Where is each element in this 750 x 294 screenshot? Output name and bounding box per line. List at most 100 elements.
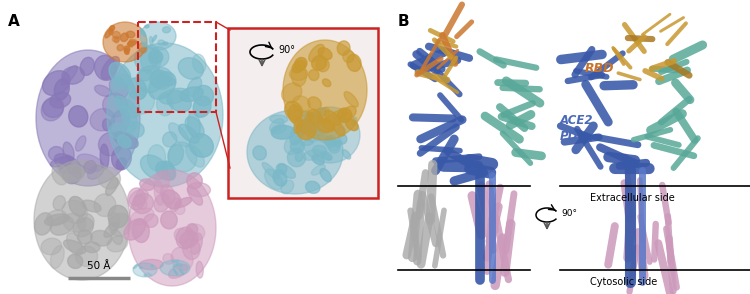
Ellipse shape [110, 110, 130, 136]
Ellipse shape [169, 264, 188, 278]
Ellipse shape [310, 129, 321, 136]
Ellipse shape [298, 115, 307, 134]
Ellipse shape [164, 42, 168, 45]
Ellipse shape [328, 110, 347, 121]
Ellipse shape [114, 132, 138, 148]
Ellipse shape [154, 171, 170, 193]
Ellipse shape [325, 136, 337, 147]
Ellipse shape [64, 240, 86, 254]
Ellipse shape [296, 119, 316, 140]
Ellipse shape [41, 238, 62, 255]
Ellipse shape [130, 208, 154, 225]
Ellipse shape [62, 66, 85, 84]
Ellipse shape [180, 87, 203, 102]
Ellipse shape [281, 180, 294, 194]
Ellipse shape [308, 135, 316, 142]
Ellipse shape [156, 162, 175, 180]
Ellipse shape [137, 70, 152, 81]
Ellipse shape [180, 231, 198, 248]
Ellipse shape [304, 112, 320, 123]
Ellipse shape [178, 124, 199, 143]
Ellipse shape [175, 204, 185, 215]
Ellipse shape [139, 260, 164, 270]
Ellipse shape [140, 155, 167, 179]
Ellipse shape [69, 196, 86, 216]
Ellipse shape [190, 233, 202, 254]
Ellipse shape [128, 41, 133, 47]
Ellipse shape [313, 131, 319, 141]
Ellipse shape [140, 179, 154, 191]
Ellipse shape [109, 29, 113, 35]
Ellipse shape [311, 165, 326, 175]
Ellipse shape [84, 161, 97, 173]
Ellipse shape [140, 22, 176, 50]
Ellipse shape [188, 186, 202, 205]
Ellipse shape [139, 43, 147, 53]
Ellipse shape [107, 43, 223, 187]
Ellipse shape [112, 31, 120, 39]
Ellipse shape [50, 245, 64, 268]
Ellipse shape [346, 119, 358, 131]
Ellipse shape [160, 184, 175, 204]
Ellipse shape [98, 133, 122, 156]
Ellipse shape [134, 47, 159, 71]
Ellipse shape [36, 50, 140, 186]
Bar [228, 28, 378, 198]
Ellipse shape [121, 104, 137, 129]
Ellipse shape [76, 136, 86, 151]
Ellipse shape [322, 153, 331, 160]
Ellipse shape [160, 260, 190, 276]
Ellipse shape [141, 45, 161, 74]
Ellipse shape [121, 33, 128, 41]
Ellipse shape [103, 119, 111, 131]
Ellipse shape [188, 183, 211, 197]
Ellipse shape [128, 122, 144, 137]
Ellipse shape [316, 58, 329, 72]
Text: RBD: RBD [585, 62, 614, 75]
Ellipse shape [186, 224, 205, 241]
Ellipse shape [109, 62, 130, 85]
Ellipse shape [128, 188, 146, 210]
Ellipse shape [160, 211, 177, 229]
Ellipse shape [109, 213, 119, 230]
Ellipse shape [320, 168, 332, 182]
Ellipse shape [319, 121, 331, 134]
Ellipse shape [50, 156, 74, 167]
Ellipse shape [77, 154, 104, 171]
Ellipse shape [338, 127, 345, 133]
Ellipse shape [62, 165, 84, 182]
Ellipse shape [115, 38, 118, 43]
Ellipse shape [309, 44, 324, 62]
Ellipse shape [175, 198, 192, 208]
Ellipse shape [322, 118, 334, 131]
Ellipse shape [194, 85, 214, 106]
Ellipse shape [292, 60, 305, 73]
Ellipse shape [91, 230, 112, 246]
Text: Cytosolic side: Cytosolic side [590, 277, 657, 287]
Ellipse shape [124, 46, 130, 52]
Ellipse shape [157, 93, 172, 116]
Ellipse shape [107, 236, 128, 252]
Ellipse shape [188, 112, 200, 138]
Ellipse shape [80, 57, 94, 76]
Ellipse shape [177, 263, 182, 267]
Ellipse shape [68, 254, 82, 268]
Ellipse shape [148, 47, 169, 67]
Ellipse shape [342, 150, 350, 159]
Ellipse shape [272, 124, 286, 134]
Ellipse shape [149, 36, 153, 45]
Ellipse shape [308, 97, 321, 110]
Ellipse shape [109, 213, 131, 236]
Ellipse shape [142, 42, 147, 47]
Ellipse shape [296, 152, 303, 161]
Ellipse shape [34, 213, 53, 235]
Ellipse shape [156, 76, 176, 86]
Ellipse shape [69, 106, 88, 127]
Ellipse shape [108, 206, 128, 228]
Ellipse shape [140, 267, 142, 268]
Ellipse shape [145, 25, 149, 28]
Ellipse shape [338, 115, 345, 122]
Ellipse shape [328, 140, 340, 153]
Ellipse shape [253, 146, 266, 160]
Ellipse shape [338, 134, 347, 144]
